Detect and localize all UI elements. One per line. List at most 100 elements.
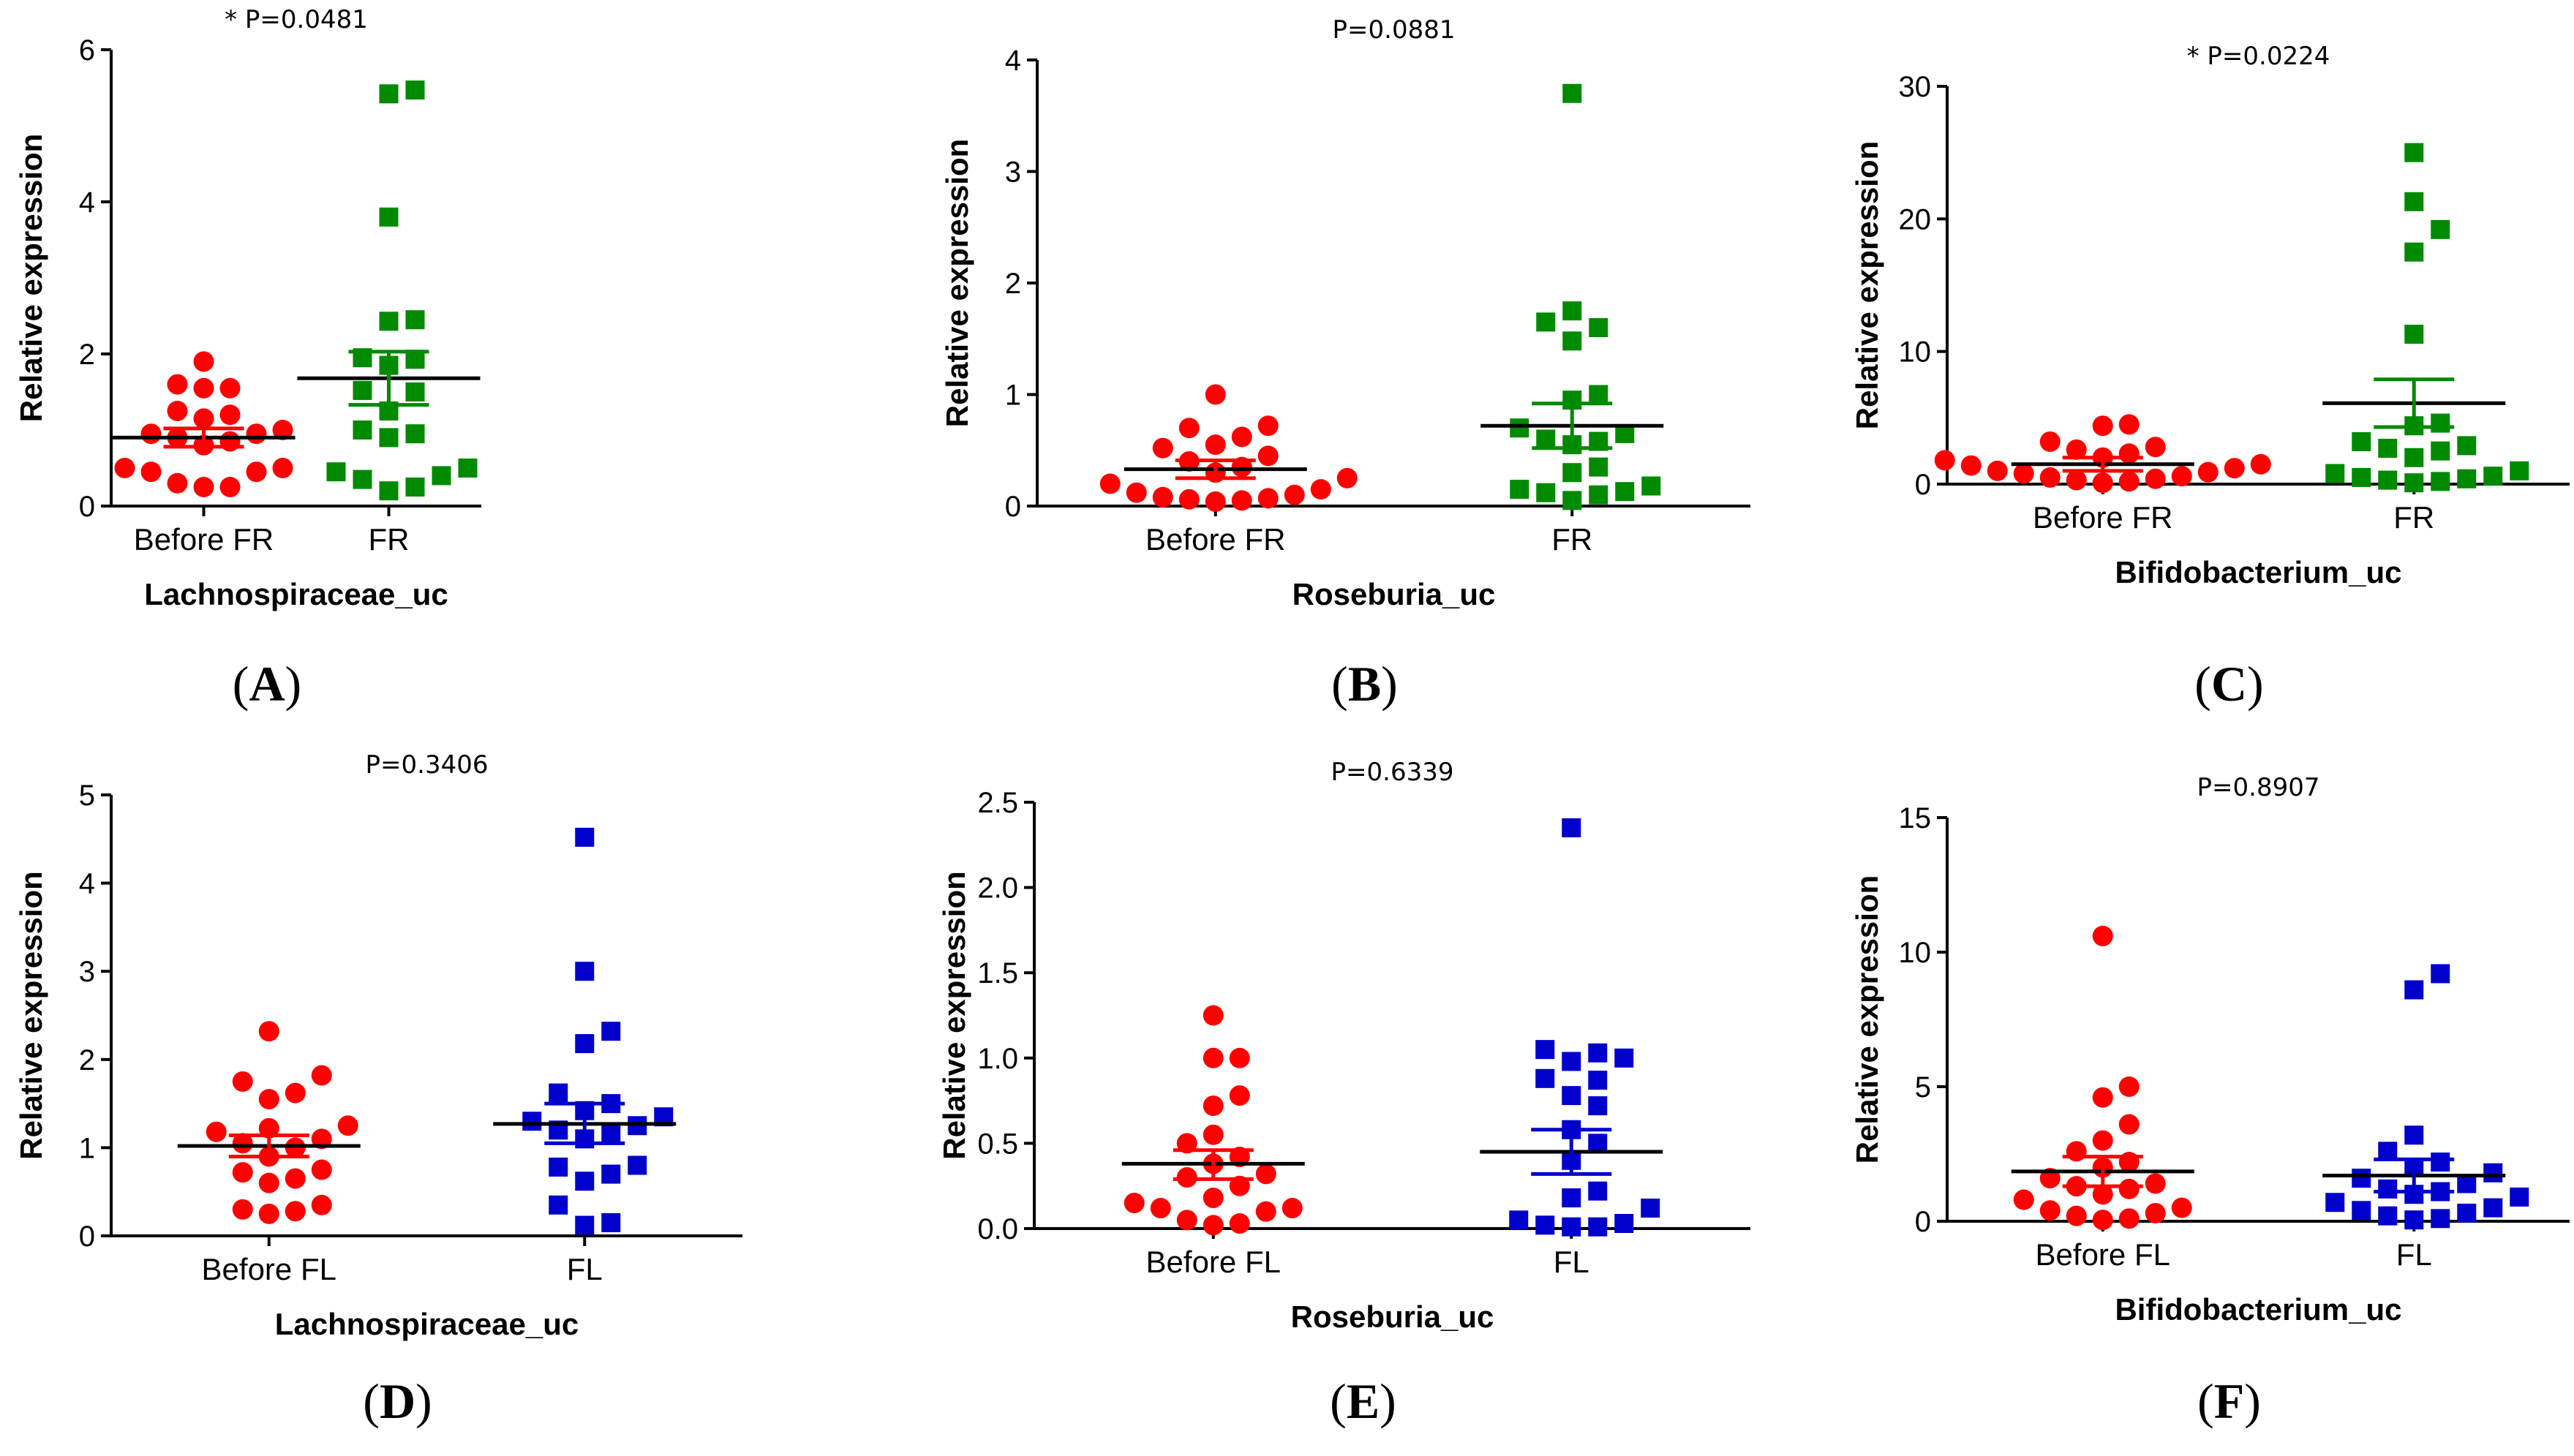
y-tick-label: 15 [1899, 802, 1932, 834]
y-tick-label: 4 [1005, 45, 1021, 77]
data-point [311, 1065, 332, 1086]
data-point [1562, 818, 1581, 837]
data-point [2013, 1189, 2034, 1210]
y-tick-label: 10 [1899, 937, 1932, 969]
data-point [2039, 431, 2061, 452]
data-point [1562, 1052, 1581, 1071]
data-point [1562, 463, 1582, 483]
data-point [2378, 439, 2398, 459]
x-category-label: Before FR [1145, 522, 1285, 557]
data-point [1536, 483, 1556, 502]
data-point [2510, 461, 2529, 480]
data-point [2171, 1197, 2192, 1218]
x-category-label: FL [567, 1252, 603, 1286]
data-point [2483, 1198, 2503, 1218]
data-point [1284, 484, 1305, 505]
data-point [258, 1089, 279, 1110]
data-point [2039, 1200, 2061, 1221]
data-point [2118, 1178, 2140, 1199]
data-point [2404, 192, 2424, 211]
y-tick-label: 2.5 [977, 787, 1018, 819]
y-axis-title: Relative expression [937, 871, 971, 1160]
data-point [601, 1212, 621, 1232]
panel-caption: (D) [363, 1373, 432, 1429]
data-point [1178, 489, 1200, 510]
data-point [219, 377, 241, 399]
data-point [2378, 1206, 2398, 1226]
data-point [1257, 445, 1279, 467]
data-point [1562, 301, 1582, 321]
data-point [353, 420, 372, 440]
data-point [1152, 437, 1173, 459]
data-point [1509, 1210, 1529, 1230]
data-point [1562, 83, 1582, 103]
data-point [575, 962, 595, 981]
x-category-label: FR [1551, 522, 1592, 557]
data-point [2483, 467, 2503, 486]
y-tick-label: 10 [1899, 336, 1932, 369]
data-point [2145, 1202, 2166, 1223]
y-tick-label: 1.0 [977, 1043, 1018, 1075]
data-point [575, 1172, 595, 1191]
x-category-label: FR [369, 522, 410, 557]
data-point [2378, 1179, 2398, 1199]
data-point [2404, 448, 2424, 467]
data-point [575, 827, 595, 847]
data-point [353, 380, 372, 400]
chart-panel-d: 0 1 2 3 4 5 Before FL FL Relative expression Lach… [14, 750, 742, 1429]
data-point [193, 408, 214, 429]
data-point [2092, 925, 2113, 946]
data-point [258, 1203, 279, 1224]
y-tick-label: 1.5 [977, 957, 1018, 989]
data-point [1203, 1124, 1224, 1145]
data-point [1589, 485, 1608, 505]
data-point [405, 478, 425, 497]
data-point [337, 1115, 358, 1136]
x-category-label: Before FR [2033, 500, 2172, 535]
y-tick-label: 0.5 [977, 1128, 1018, 1160]
y-tick-label: 1 [1005, 380, 1021, 412]
x-axis-title: Lachnospiraceae_uc [144, 577, 448, 611]
data-point [2483, 1163, 2503, 1182]
data-point [1310, 479, 1331, 500]
chart-panel-a: 0 2 4 6 Before FR FR Relative expression Lachno… [14, 5, 481, 712]
data-point [522, 1112, 542, 1131]
data-point [2404, 143, 2424, 162]
data-point [2431, 964, 2450, 984]
y-tick-label: 6 [79, 34, 95, 67]
y-tick-label: 1 [79, 1132, 95, 1164]
data-point [2431, 441, 2450, 461]
panel-caption: (C) [2194, 656, 2263, 712]
data-point [2510, 1187, 2529, 1207]
p-value-label: P=0.8907 [2197, 773, 2320, 802]
data-point [2118, 1076, 2140, 1097]
data-point [167, 374, 188, 395]
data-point [1589, 318, 1608, 337]
data-point [1614, 1214, 1634, 1234]
data-point [1588, 1217, 1608, 1237]
data-point [405, 80, 425, 100]
data-point [1562, 491, 1582, 510]
data-point [114, 458, 135, 478]
y-tick-label: 0 [1915, 469, 1931, 501]
data-point [2092, 1210, 2113, 1231]
data-point [2118, 443, 2140, 464]
y-axis-title: Relative expression [14, 134, 48, 423]
panel-caption: (B) [1331, 656, 1398, 712]
data-point [232, 1133, 253, 1154]
data-point [1562, 1188, 1581, 1208]
data-point [2118, 1208, 2140, 1229]
data-point [2404, 242, 2424, 262]
data-point [2404, 325, 2424, 344]
y-tick-label: 0 [1005, 491, 1021, 523]
data-point [1255, 1163, 1276, 1185]
data-point [1987, 460, 2008, 481]
data-point [2145, 437, 2166, 458]
data-point [2197, 461, 2219, 483]
data-point [2431, 472, 2450, 491]
data-point [628, 1155, 647, 1175]
data-point [193, 351, 214, 372]
data-point [379, 312, 399, 331]
data-point [285, 1082, 306, 1104]
